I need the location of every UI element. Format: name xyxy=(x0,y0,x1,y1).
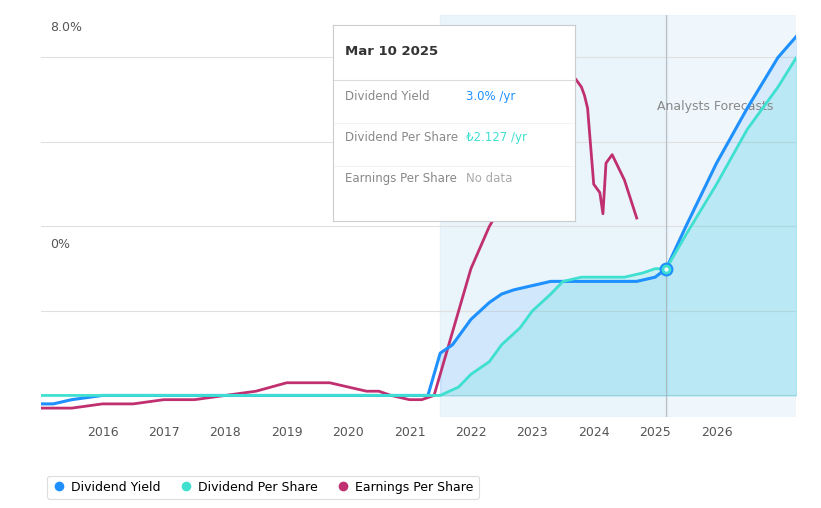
Text: ₺2.127 /yr: ₺2.127 /yr xyxy=(466,131,527,144)
Text: Analysts Forecasts: Analysts Forecasts xyxy=(657,100,773,112)
Text: 0%: 0% xyxy=(50,238,70,251)
Text: 8.0%: 8.0% xyxy=(50,21,82,34)
Bar xyxy=(440,15,667,417)
Text: Dividend Per Share: Dividend Per Share xyxy=(345,131,458,144)
Text: Mar 10 2025: Mar 10 2025 xyxy=(345,45,438,58)
Text: Earnings Per Share: Earnings Per Share xyxy=(345,172,456,185)
Text: No data: No data xyxy=(466,172,512,185)
Text: Past: Past xyxy=(501,100,527,112)
Bar xyxy=(667,15,796,417)
Legend: Dividend Yield, Dividend Per Share, Earnings Per Share: Dividend Yield, Dividend Per Share, Earn… xyxy=(48,475,479,498)
Text: Dividend Yield: Dividend Yield xyxy=(345,90,429,103)
Text: 3.0% /yr: 3.0% /yr xyxy=(466,90,515,103)
